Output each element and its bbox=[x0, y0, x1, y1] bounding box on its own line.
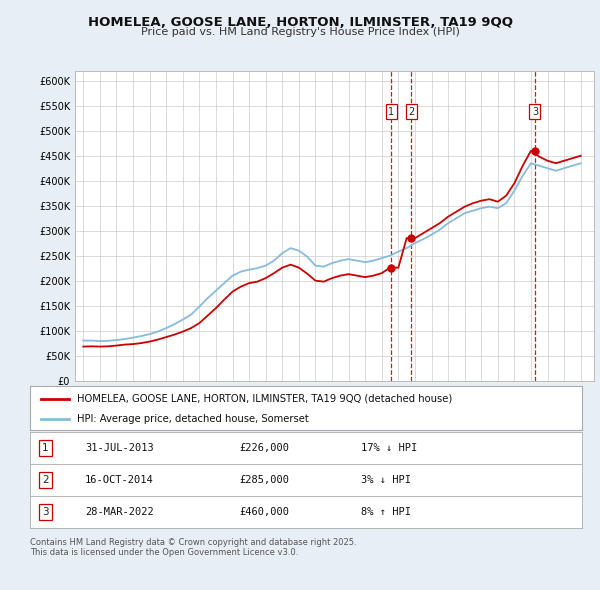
Text: 2: 2 bbox=[42, 476, 49, 485]
Text: £460,000: £460,000 bbox=[240, 507, 290, 517]
Text: 8% ↑ HPI: 8% ↑ HPI bbox=[361, 507, 411, 517]
Text: 1: 1 bbox=[388, 107, 394, 117]
Text: Price paid vs. HM Land Registry's House Price Index (HPI): Price paid vs. HM Land Registry's House … bbox=[140, 27, 460, 37]
Text: HOMELEA, GOOSE LANE, HORTON, ILMINSTER, TA19 9QQ: HOMELEA, GOOSE LANE, HORTON, ILMINSTER, … bbox=[88, 16, 512, 29]
Text: £285,000: £285,000 bbox=[240, 476, 290, 485]
Text: 3% ↓ HPI: 3% ↓ HPI bbox=[361, 476, 411, 485]
Point bbox=[407, 234, 416, 243]
Point bbox=[530, 146, 540, 155]
Text: 31-JUL-2013: 31-JUL-2013 bbox=[85, 444, 154, 453]
Text: HPI: Average price, detached house, Somerset: HPI: Average price, detached house, Some… bbox=[77, 414, 308, 424]
Text: 17% ↓ HPI: 17% ↓ HPI bbox=[361, 444, 418, 453]
Text: HOMELEA, GOOSE LANE, HORTON, ILMINSTER, TA19 9QQ (detached house): HOMELEA, GOOSE LANE, HORTON, ILMINSTER, … bbox=[77, 394, 452, 404]
Text: 3: 3 bbox=[532, 107, 538, 117]
Text: 1: 1 bbox=[42, 444, 49, 453]
Text: 3: 3 bbox=[42, 507, 49, 517]
Text: Contains HM Land Registry data © Crown copyright and database right 2025.
This d: Contains HM Land Registry data © Crown c… bbox=[30, 537, 356, 557]
Text: 16-OCT-2014: 16-OCT-2014 bbox=[85, 476, 154, 485]
Text: £226,000: £226,000 bbox=[240, 444, 290, 453]
Point bbox=[386, 263, 396, 273]
Text: 28-MAR-2022: 28-MAR-2022 bbox=[85, 507, 154, 517]
Text: 2: 2 bbox=[409, 107, 415, 117]
